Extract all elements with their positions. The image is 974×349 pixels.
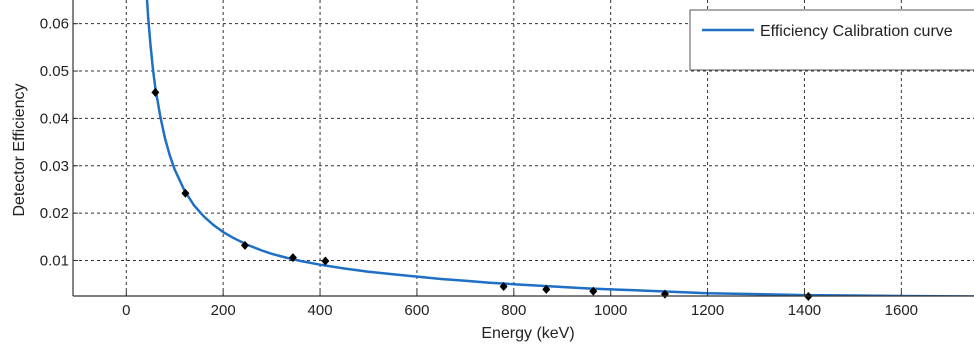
x-tick-label: 1000 <box>594 302 627 319</box>
axes <box>72 0 974 297</box>
data-point <box>589 286 598 296</box>
y-tick-label: 0.01 <box>40 252 69 269</box>
x-axis-label: Energy (keV) <box>481 325 574 342</box>
x-tick-label: 1600 <box>885 302 918 319</box>
legend-label: Efficiency Calibration curve <box>760 23 953 40</box>
x-tick-label: 1200 <box>691 302 724 319</box>
y-tick-label: 0.04 <box>40 110 69 127</box>
x-tick-label: 600 <box>404 302 429 319</box>
y-tick-label: 0.02 <box>40 205 69 222</box>
x-tick-labels: 0 200 400 600 800 1000 1200 1400 1600 <box>122 302 918 319</box>
series-layer <box>145 0 974 301</box>
data-point <box>181 188 190 198</box>
y-tick-label: 0.06 <box>40 16 69 33</box>
y-tick-labels: 0.01 0.02 0.03 0.04 0.05 0.06 <box>40 16 69 270</box>
y-tick-label: 0.03 <box>40 158 69 175</box>
x-tick-label: 400 <box>308 302 333 319</box>
data-point <box>499 282 508 292</box>
x-tick-label: 1400 <box>788 302 821 319</box>
data-point <box>288 253 297 263</box>
data-point <box>240 240 249 250</box>
data-point <box>321 256 330 266</box>
legend-box <box>689 9 974 71</box>
y-axis-label: Detector Efficiency <box>11 83 28 216</box>
data-point <box>542 284 551 294</box>
data-point <box>151 87 160 97</box>
y-tick-label: 0.05 <box>40 63 69 80</box>
x-tick-label: 800 <box>501 302 526 319</box>
legend: Efficiency Calibration curve <box>689 9 974 71</box>
efficiency-curve <box>145 0 974 296</box>
x-tick-label: 0 <box>122 302 130 319</box>
x-tick-label: 200 <box>211 302 236 319</box>
